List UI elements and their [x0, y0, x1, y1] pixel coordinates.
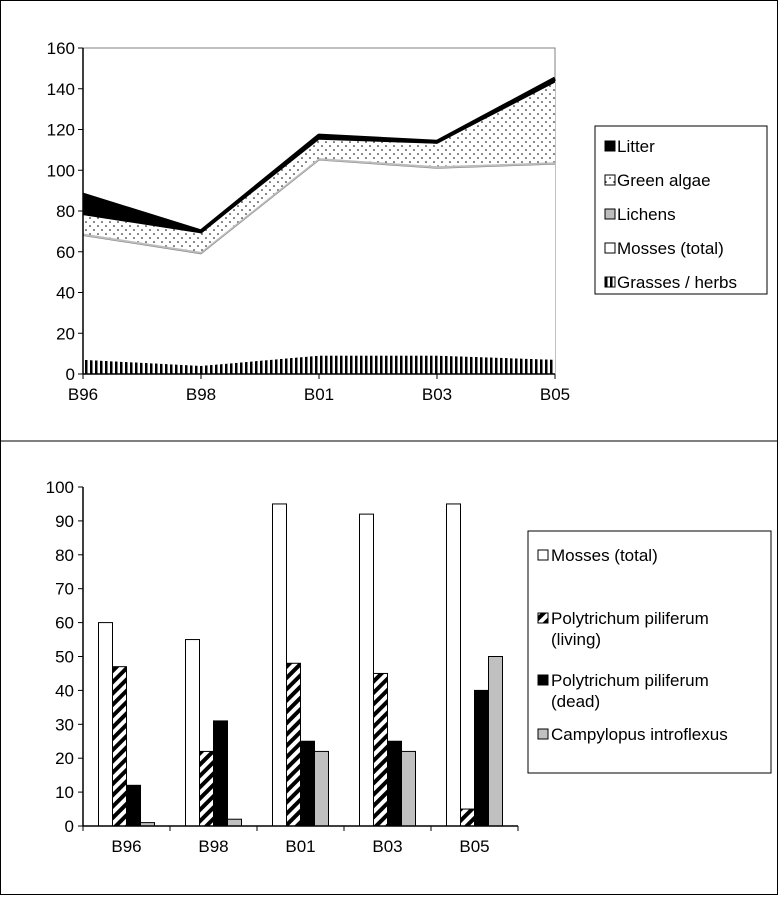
bar-polytrichum-piliferum-living-b03 — [373, 672, 388, 827]
bar-polytrichum-piliferum-dead-b01 — [300, 740, 315, 827]
bar-polytrichum-piliferum-living-b98 — [199, 750, 214, 827]
legend-swatch-polytrichum-piliferum-dead — [537, 674, 549, 686]
area-grasses-herbs — [83, 355, 555, 374]
bar-polytrichum-piliferum-dead-b03 — [387, 740, 402, 827]
area-edge-litter — [82, 76, 556, 234]
x-tick-labels: B96 B98 B01 B03 B05 — [68, 385, 570, 404]
legend-swatch-grasses-herbs — [604, 276, 616, 288]
legend-label-campylopus-introflexus: Campylopus introflexus — [551, 725, 728, 744]
legend-swatch-litter — [604, 140, 616, 152]
y-tick-label: 60 — [56, 243, 75, 262]
bar-mosses-total-b96 — [98, 622, 113, 827]
y-tick-label: 70 — [55, 580, 74, 599]
legend-swatch-mosses-total — [604, 242, 616, 254]
legend: Litter Green algae Lichens Mosses (total) Gr… — [594, 125, 768, 295]
y-tick-label: 90 — [55, 512, 74, 531]
bar-mosses-total-b01 — [272, 503, 287, 827]
legend: Mosses (total) Polytrichum piliferum (livi… — [527, 530, 772, 774]
x-tick-labels: B96 B98 B01 B03 B05 — [111, 837, 489, 856]
bars — [98, 503, 503, 827]
stacked-area-chart: 0 20 40 60 80 100 120 140 160 B96 B98 B01 B03 B05 Li… — [47, 39, 768, 404]
bar-polytrichum-piliferum-dead-b96 — [126, 784, 141, 827]
y-tick-label: 0 — [65, 817, 74, 836]
legend-box — [594, 125, 768, 295]
legend-swatch-mosses-total — [537, 549, 549, 561]
y-tick-label: 10 — [55, 783, 74, 802]
y-tick-labels: 0 20 40 60 80 100 120 140 160 — [47, 39, 75, 384]
bar-polytrichum-piliferum-dead-b98 — [213, 720, 228, 827]
legend-label-polytrichum-piliferum-dead-line-2: (dead) — [551, 692, 600, 711]
x-tick-label: B03 — [422, 385, 452, 404]
y-tick-label: 80 — [56, 202, 75, 221]
legend-swatch-campylopus-introflexus — [537, 728, 549, 740]
axes — [78, 47, 556, 379]
bar-polytrichum-piliferum-living-b96 — [112, 666, 127, 827]
y-tick-label: 30 — [55, 715, 74, 734]
bar-campylopus-introflexus-b03 — [401, 750, 416, 827]
bar-mosses-total-b05 — [446, 503, 461, 827]
y-tick-label: 80 — [55, 546, 74, 565]
legend-box — [527, 530, 772, 774]
legend-label-mosses-total: Mosses (total) — [617, 239, 724, 258]
area-mosses-total — [83, 160, 555, 366]
y-tick-label: 140 — [47, 80, 75, 99]
legend-label-polytrichum-piliferum-living-line-2: (living) — [551, 630, 601, 649]
legend-label-polytrichum-piliferum-dead-line-1: Polytrichum piliferum — [551, 671, 709, 690]
x-tick-label: B98 — [186, 385, 216, 404]
legend-label-litter: Litter — [617, 137, 655, 156]
bar-mosses-total-b03 — [359, 513, 374, 827]
y-tick-label: 40 — [55, 681, 74, 700]
axes — [78, 486, 519, 831]
legend-label-mosses-total: Mosses (total) — [551, 546, 658, 565]
legend-label-grasses-herbs: Grasses / herbs — [617, 273, 737, 292]
bar-campylopus-introflexus-b05 — [488, 656, 503, 827]
y-tick-label: 100 — [47, 161, 75, 180]
x-tick-label: B01 — [304, 385, 334, 404]
bar-campylopus-introflexus-b98 — [227, 818, 242, 827]
legend-swatch-green-algae — [604, 174, 616, 186]
legend-label-lichens: Lichens — [617, 205, 676, 224]
x-tick-label: B05 — [540, 385, 570, 404]
bar-polytrichum-piliferum-dead-b05 — [474, 689, 489, 827]
legend-label-green-algae: Green algae — [617, 171, 711, 190]
x-tick-label: B96 — [68, 385, 98, 404]
y-tick-label: 120 — [47, 121, 75, 140]
bar-mosses-total-b98 — [185, 639, 200, 827]
legend-label-polytrichum-piliferum-living-line-1: Polytrichum piliferum — [551, 609, 709, 628]
x-tick-label: B01 — [285, 837, 315, 856]
y-tick-label: 60 — [55, 614, 74, 633]
legend-swatch-lichens — [604, 208, 616, 220]
y-tick-label: 40 — [56, 284, 75, 303]
bar-polytrichum-piliferum-living-b05 — [460, 808, 475, 827]
y-tick-label: 100 — [46, 478, 74, 497]
grouped-bar-chart: 0 10 20 30 40 50 60 70 80 90 100 B96 B98 B01 B03 B05 M… — [46, 478, 772, 856]
bar-campylopus-introflexus-b01 — [314, 750, 329, 827]
y-tick-label: 0 — [66, 365, 75, 384]
area-green-algae — [83, 82, 555, 252]
y-tick-label: 20 — [56, 324, 75, 343]
y-tick-label: 160 — [47, 39, 75, 58]
bar-polytrichum-piliferum-living-b01 — [286, 662, 301, 827]
x-tick-label: B03 — [372, 837, 402, 856]
y-tick-label: 20 — [55, 749, 74, 768]
y-tick-label: 50 — [55, 648, 74, 667]
y-tick-labels: 0 10 20 30 40 50 60 70 80 90 100 — [46, 478, 74, 836]
x-tick-label: B98 — [198, 837, 228, 856]
x-tick-label: B96 — [111, 837, 141, 856]
area-layers — [82, 76, 556, 374]
x-tick-label: B05 — [459, 837, 489, 856]
legend-swatch-polytrichum-piliferum-living — [537, 612, 549, 624]
area-litter — [83, 78, 555, 234]
